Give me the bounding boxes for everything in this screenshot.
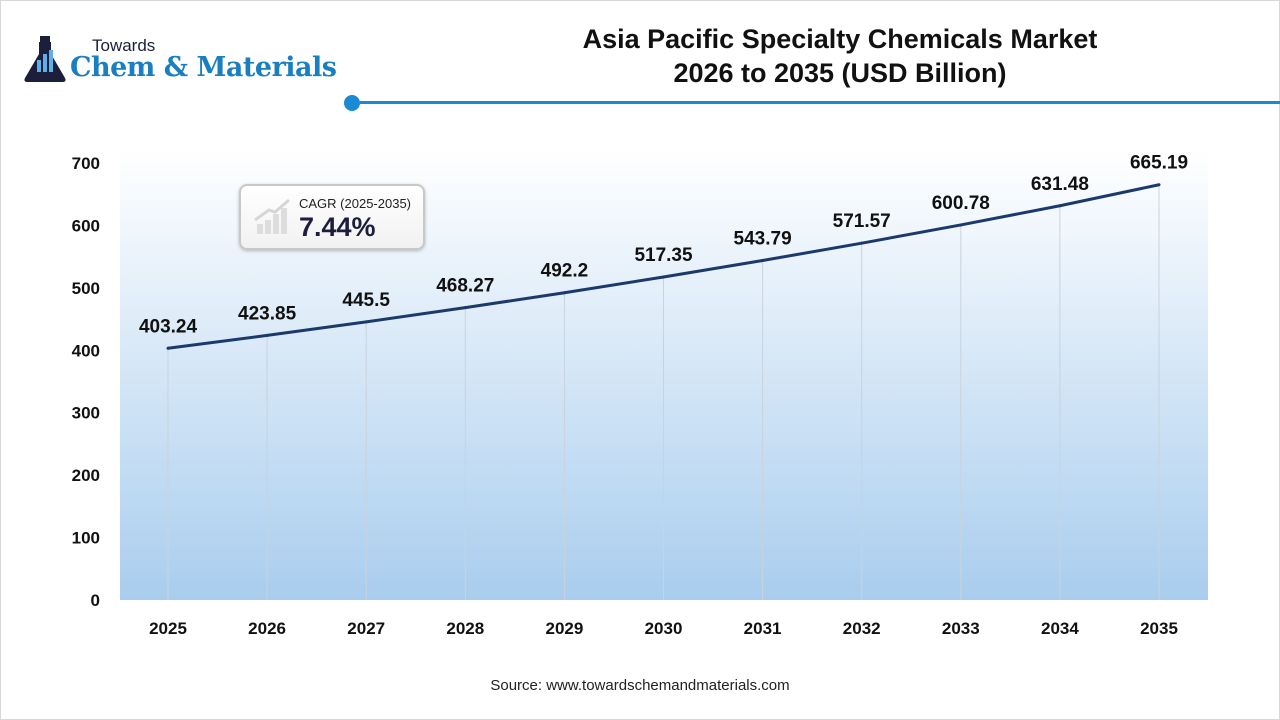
data-label: 423.85 [238, 303, 297, 324]
data-label: 631.48 [1031, 174, 1089, 195]
title-line-2: 2026 to 2035 (USD Billion) [673, 58, 1007, 88]
x-tick-label: 2034 [1041, 619, 1079, 638]
y-tick-label: 300 [72, 404, 100, 423]
cagr-value: 7.44% [299, 212, 376, 242]
data-label: 571.57 [833, 211, 891, 232]
y-tick-label: 200 [72, 466, 100, 485]
data-point [1157, 183, 1161, 187]
data-point [166, 346, 170, 350]
flask-icon [24, 36, 66, 82]
cagr-box: CAGR (2025-2035) 7.44% [239, 184, 425, 250]
x-tick-label: 2032 [843, 619, 881, 638]
x-tick-label: 2035 [1140, 619, 1178, 638]
source-note: Source: www.towardschemandmaterials.com [490, 677, 790, 694]
y-tick-label: 600 [72, 216, 100, 235]
data-point [662, 275, 665, 279]
data-label: 468.27 [436, 276, 494, 297]
data-label: 517.35 [634, 245, 693, 266]
x-tick-label: 2029 [545, 619, 583, 638]
y-tick-label: 700 [72, 154, 100, 173]
x-tick-label: 2028 [446, 619, 484, 638]
growth-chart-icon [254, 198, 290, 234]
data-point [463, 306, 467, 310]
data-point [761, 259, 765, 263]
title-line-1: Asia Pacific Specialty Chemicals Market [582, 24, 1098, 54]
data-point [364, 320, 368, 324]
data-label: 665.19 [1130, 153, 1188, 174]
data-point [562, 291, 566, 295]
x-tick-label: 2033 [942, 619, 980, 638]
data-point [860, 241, 864, 245]
title-underline [360, 101, 1280, 104]
title-dot [344, 95, 360, 111]
y-tick-label: 0 [91, 591, 100, 610]
data-point [1058, 204, 1062, 208]
y-tick-label: 100 [72, 529, 100, 548]
y-tick-label: 400 [72, 341, 100, 360]
data-label: 600.78 [932, 193, 990, 214]
x-tick-label: 2030 [645, 619, 683, 638]
x-tick-label: 2031 [744, 619, 782, 638]
x-tick-label: 2025 [149, 619, 187, 638]
data-label: 543.79 [734, 229, 792, 250]
data-point [959, 223, 963, 227]
logo-towards: Towards [92, 36, 156, 55]
x-tick-label: 2026 [248, 619, 286, 638]
x-tick-label: 2027 [347, 619, 385, 638]
data-label: 403.24 [139, 316, 198, 337]
logo-brand: Chem & Materials [70, 52, 337, 83]
data-label: 492.2 [541, 261, 589, 282]
cagr-label: CAGR (2025-2035) [299, 196, 411, 211]
chart-title: Asia Pacific Specialty Chemicals Market … [440, 22, 1240, 90]
y-tick-label: 500 [72, 279, 100, 298]
data-label: 445.5 [342, 290, 390, 311]
data-point [265, 333, 269, 337]
